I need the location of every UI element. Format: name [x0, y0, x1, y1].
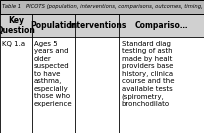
Text: Table 1   PICOTS (population, interventions, comparisons, outcomes, timing, and : Table 1 PICOTS (population, intervention…: [2, 5, 204, 9]
Text: Ages 5
years and
older
suspected
to have
asthma,
especially
those who
experience: Ages 5 years and older suspected to have…: [34, 41, 73, 107]
Bar: [0, 37, 204, 133]
Text: KQ 1.a: KQ 1.a: [2, 41, 26, 47]
Text: Key
Question: Key Question: [0, 16, 35, 35]
Bar: [0, 0, 204, 14]
Text: Standard diag
testing of asth
made by healt
providers base
history, clinica
cour: Standard diag testing of asth made by he…: [122, 41, 174, 107]
Text: Interventions: Interventions: [68, 21, 127, 30]
Bar: [0, 14, 204, 37]
Text: Compariso…: Compariso…: [135, 21, 188, 30]
Text: Population: Population: [30, 21, 77, 30]
